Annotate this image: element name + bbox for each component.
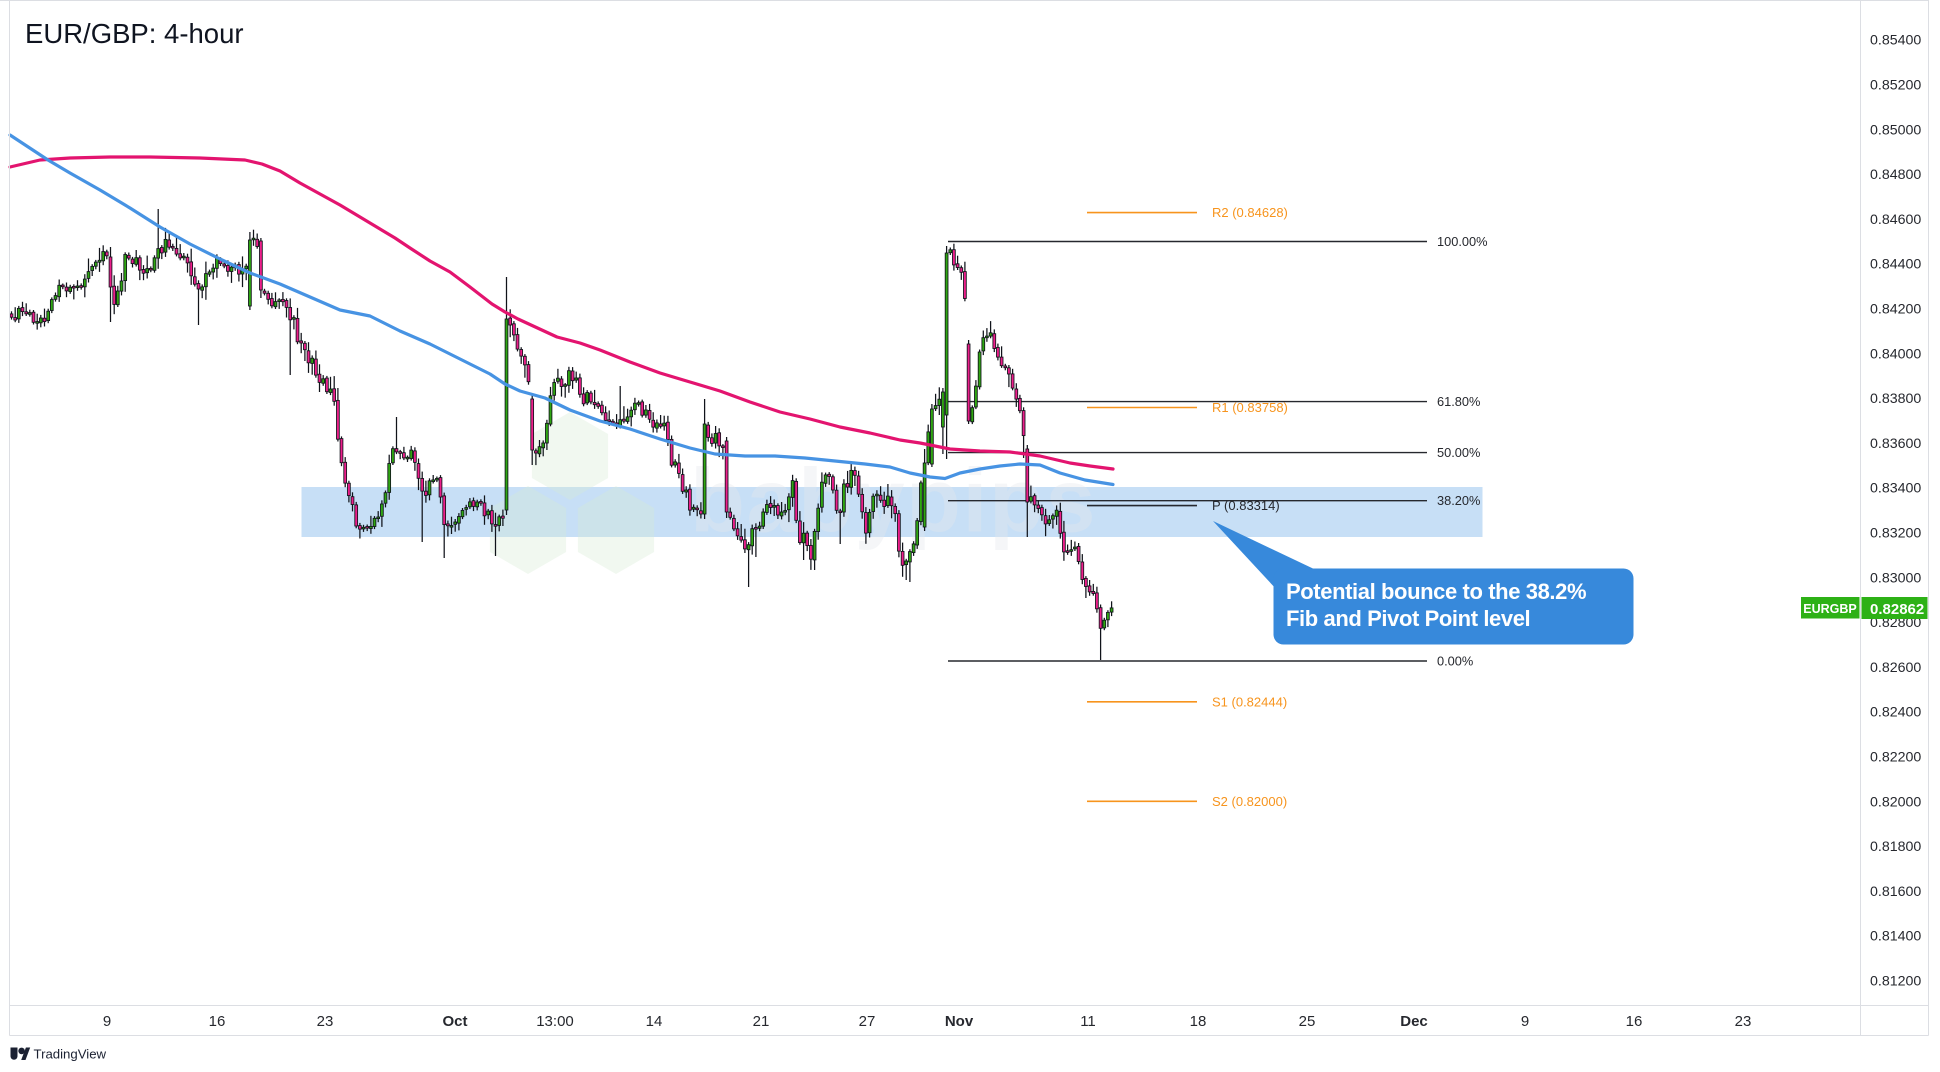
svg-text:9: 9: [103, 1013, 111, 1030]
svg-text:0.83400: 0.83400: [1870, 481, 1921, 497]
svg-text:0.83600: 0.83600: [1870, 436, 1921, 452]
svg-text:0.82800: 0.82800: [1870, 615, 1921, 631]
svg-text:0.81400: 0.81400: [1870, 929, 1921, 945]
svg-text:9: 9: [1521, 1013, 1529, 1030]
svg-text:16: 16: [209, 1013, 226, 1030]
svg-text:0.85200: 0.85200: [1870, 78, 1921, 94]
svg-text:23: 23: [317, 1013, 334, 1030]
svg-text:Dec: Dec: [1400, 1013, 1428, 1030]
svg-text:R2 (0.84628): R2 (0.84628): [1212, 205, 1288, 220]
svg-text:13:00: 13:00: [536, 1013, 574, 1030]
svg-text:Oct: Oct: [442, 1013, 467, 1030]
svg-text:R1 (0.83758): R1 (0.83758): [1212, 400, 1288, 415]
svg-text:0.82600: 0.82600: [1870, 660, 1921, 676]
svg-text:23: 23: [1735, 1013, 1752, 1030]
svg-text:25: 25: [1299, 1013, 1316, 1030]
svg-text:TradingView: TradingView: [34, 1047, 107, 1062]
svg-text:Fib and Pivot Point level: Fib and Pivot Point level: [1286, 606, 1530, 631]
svg-text:0.82200: 0.82200: [1870, 750, 1921, 766]
svg-text:Potential bounce to the 38.2%: Potential bounce to the 38.2%: [1286, 579, 1586, 604]
svg-text:11: 11: [1080, 1013, 1096, 1030]
svg-text:P (0.83314): P (0.83314): [1212, 498, 1280, 513]
svg-text:0.83200: 0.83200: [1870, 526, 1921, 542]
svg-text:0.85400: 0.85400: [1870, 33, 1921, 49]
svg-text:0.85000: 0.85000: [1870, 122, 1921, 138]
svg-text:0.84200: 0.84200: [1870, 302, 1921, 318]
svg-text:61.80%: 61.80%: [1437, 394, 1480, 409]
svg-text:50.00%: 50.00%: [1437, 445, 1480, 460]
svg-text:0.83800: 0.83800: [1870, 391, 1921, 407]
svg-text:S2 (0.82000): S2 (0.82000): [1212, 794, 1287, 809]
svg-text:0.82400: 0.82400: [1870, 705, 1921, 721]
svg-text:0.84800: 0.84800: [1870, 167, 1921, 183]
svg-text:14: 14: [646, 1013, 663, 1030]
svg-text:0.84600: 0.84600: [1870, 212, 1921, 228]
svg-text:S1 (0.82444): S1 (0.82444): [1212, 694, 1287, 709]
svg-text:0.81800: 0.81800: [1870, 839, 1921, 855]
svg-text:0.82000: 0.82000: [1870, 794, 1921, 810]
svg-text:16: 16: [1626, 1013, 1643, 1030]
svg-text:0.84000: 0.84000: [1870, 346, 1921, 362]
svg-text:38.20%: 38.20%: [1437, 493, 1480, 508]
svg-text:27: 27: [859, 1013, 876, 1030]
svg-text:0.00%: 0.00%: [1437, 654, 1473, 669]
svg-text:0.83000: 0.83000: [1870, 570, 1921, 586]
svg-text:EURGBP: EURGBP: [1803, 602, 1856, 616]
svg-text:Nov: Nov: [945, 1013, 974, 1030]
svg-text:0.84400: 0.84400: [1870, 257, 1921, 273]
svg-text:EUR/GBP: 4-hour: EUR/GBP: 4-hour: [25, 18, 244, 49]
svg-text:0.82862: 0.82862: [1870, 601, 1924, 618]
svg-text:0.81200: 0.81200: [1870, 974, 1921, 990]
svg-text:100.00%: 100.00%: [1437, 234, 1488, 249]
svg-text:0.81600: 0.81600: [1870, 884, 1921, 900]
svg-text:18: 18: [1190, 1013, 1207, 1030]
svg-text:21: 21: [753, 1013, 770, 1030]
